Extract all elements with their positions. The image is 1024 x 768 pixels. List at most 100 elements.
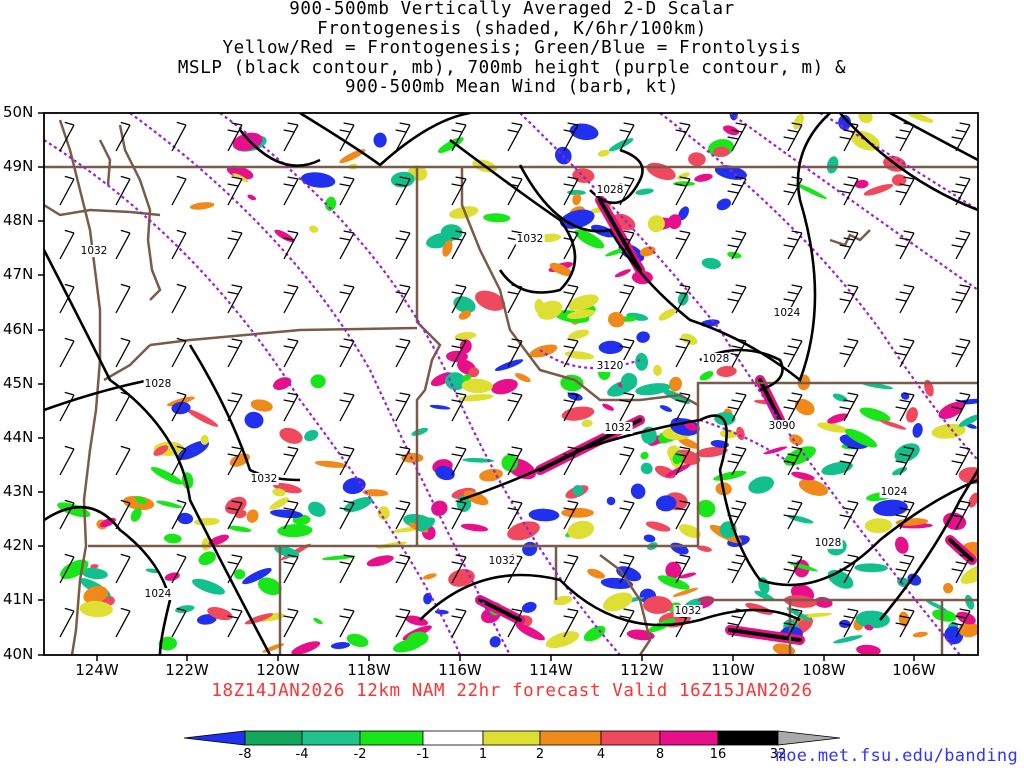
- wind-barb: [951, 230, 971, 260]
- shading-cell: [175, 605, 195, 614]
- lat-label: 50N: [3, 103, 34, 121]
- wind-barb: [619, 284, 635, 314]
- shading-cell: [442, 239, 453, 257]
- shading-cell: [958, 622, 978, 638]
- shading-cell: [234, 569, 246, 580]
- wind-barb: [727, 176, 747, 206]
- wind-barb: [619, 230, 635, 260]
- shading-cell: [516, 623, 545, 641]
- wind-barb: [675, 230, 691, 260]
- shading-cell: [339, 149, 366, 164]
- wind-barb: [507, 392, 523, 422]
- shading-cell: [123, 495, 155, 510]
- shading-cell: [716, 365, 737, 378]
- lat-label: 44N: [3, 428, 34, 446]
- shading-cell: [640, 462, 653, 475]
- wind-barb: [59, 553, 75, 584]
- wind-barb: [839, 446, 859, 476]
- shading-cell: [678, 437, 700, 449]
- wind-barb: [115, 445, 131, 476]
- shading-cell: [789, 434, 804, 446]
- shading-cell: [895, 536, 909, 554]
- wind-barb: [451, 500, 467, 530]
- shading-cell: [549, 262, 573, 277]
- colorbar-label: 32: [769, 747, 787, 762]
- wind-barb: [839, 608, 859, 638]
- shading-cell: [827, 413, 848, 424]
- wind-barb: [563, 392, 579, 422]
- wind-barb: [171, 445, 187, 476]
- shading-cell: [794, 398, 815, 416]
- wind-barb: [451, 176, 467, 206]
- shading-cell: [177, 440, 209, 460]
- title-line-2: Frontogenesis (shaded, K/6hr/100km): [317, 18, 707, 39]
- shading-cell: [228, 525, 252, 533]
- shading-cell: [308, 225, 319, 233]
- shading-cell: [277, 524, 313, 538]
- wind-barb: [227, 338, 243, 368]
- wind-barb: [395, 176, 411, 206]
- wind-barb: [339, 230, 355, 260]
- shading-cell: [156, 500, 183, 509]
- wind-barb: [675, 338, 691, 368]
- shading-cell: [130, 507, 142, 522]
- shading-cell: [445, 372, 466, 391]
- coastline: [44, 119, 871, 655]
- wind-barb: [115, 391, 131, 422]
- shading-cell: [489, 636, 501, 648]
- shading-cell: [242, 568, 272, 585]
- shading-cell: [463, 490, 489, 506]
- colorbar-label: -1: [416, 747, 430, 762]
- wind-barb: [619, 608, 635, 638]
- shading-cell: [460, 523, 489, 532]
- wind-barb: [839, 230, 859, 260]
- shading-cell: [833, 635, 863, 644]
- shading-cell: [514, 373, 531, 383]
- wind-barb: [727, 392, 747, 422]
- shading-cell: [643, 534, 656, 543]
- shading-cell: [81, 567, 108, 580]
- lon-label: 110W: [711, 661, 755, 679]
- wind-barb: [783, 176, 803, 206]
- shading-cell: [435, 465, 455, 481]
- wind-barb: [783, 122, 803, 152]
- shading-cell: [864, 624, 874, 631]
- shading-cell: [561, 507, 594, 518]
- shading-cell: [864, 518, 893, 534]
- chart-title: 900-500mb Vertically Averaged 2-D Scalar…: [0, 0, 1024, 98]
- mslp-label: 1032: [79, 245, 109, 257]
- shading-cell: [912, 631, 928, 638]
- shading-cell: [873, 499, 908, 517]
- wind-barb: [619, 446, 635, 476]
- shading-cell: [879, 420, 907, 430]
- shading-cell: [90, 564, 99, 569]
- shading-cell: [643, 596, 673, 614]
- shading-cell: [826, 156, 839, 174]
- shading-cell: [304, 429, 319, 442]
- wind-barb: [563, 284, 579, 314]
- shading-cell: [560, 374, 584, 392]
- shading-cell: [429, 404, 451, 410]
- wind-barb: [783, 500, 803, 530]
- wind-barb: [507, 608, 523, 638]
- shading-cell: [448, 569, 475, 587]
- shading-cell: [716, 198, 731, 211]
- shading-cell: [150, 466, 183, 485]
- wind-barb: [507, 338, 523, 368]
- wind-barb: [727, 554, 747, 584]
- shading-cell: [431, 500, 448, 517]
- shading-cell: [938, 401, 965, 420]
- title-line-1: 900-500mb Vertically Averaged 2-D Scalar: [289, 0, 735, 19]
- wind-barb: [563, 122, 579, 152]
- shading-cell: [817, 422, 849, 433]
- lon-label: 106W: [892, 661, 936, 679]
- wind-barb: [783, 608, 803, 638]
- wind-barb: [675, 554, 691, 584]
- shading-cell: [635, 383, 671, 396]
- valid-time-text: 18Z14JAN2026 12km NAM 22hr forecast Vali…: [211, 681, 813, 701]
- shading-cell: [600, 577, 634, 589]
- wind-barb: [59, 391, 75, 422]
- wind-barb: [451, 338, 467, 368]
- wind-barb: [895, 176, 915, 206]
- shading-cell: [614, 269, 631, 278]
